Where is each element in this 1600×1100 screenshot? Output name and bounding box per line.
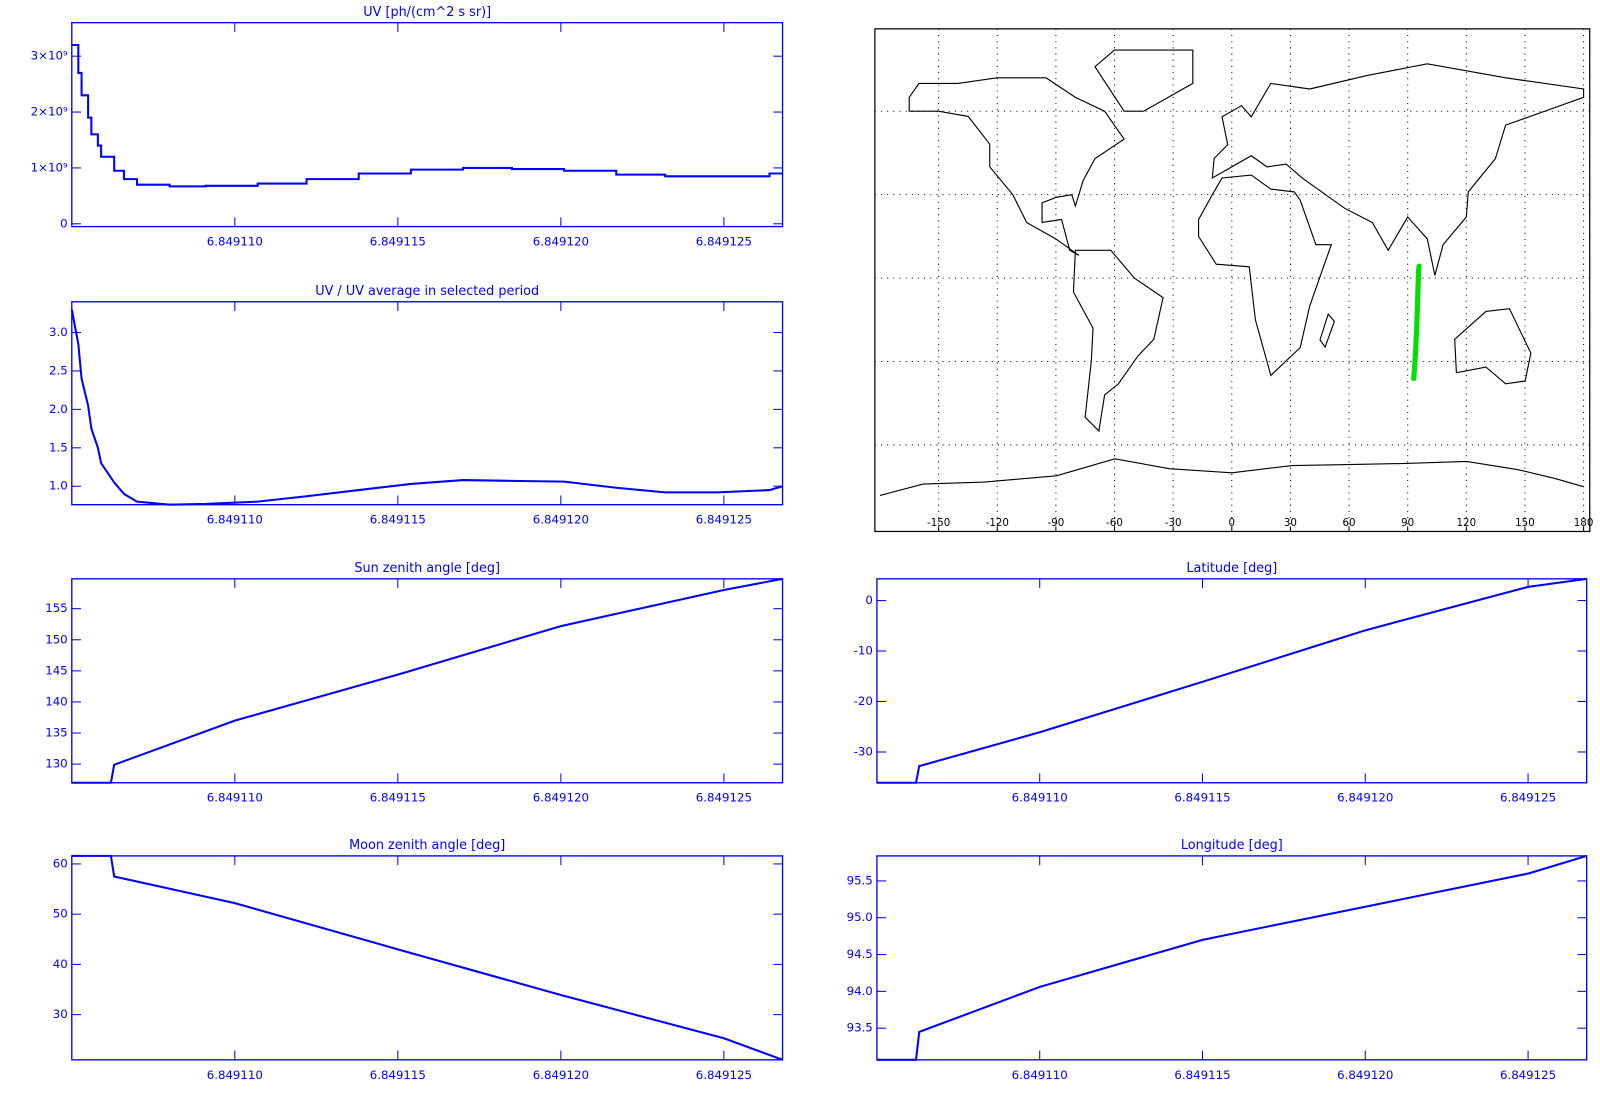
world-map: -150 -120 -90 -60 -30 0 30 60 90 120 150 180 [874,28,1594,533]
map-x-tick-label: 90 [1401,517,1414,529]
y-tick-label: 95.0 [847,910,873,924]
map-x-tick-label: -150 [927,517,950,529]
plot-frame [71,21,784,228]
y-tick-label: 140 [45,694,67,708]
panel-title: Longitude [deg] [1181,838,1283,853]
x-tick-label: 6.849120 [1337,791,1393,805]
y-tick-label: 2×10⁹ [31,105,68,119]
x-tick-label: 6.849120 [533,791,589,805]
y-tick-label: 155 [45,601,67,615]
x-tick-label: 6.849110 [1012,1068,1068,1082]
map-x-tick-label: 180 [1574,517,1594,529]
antarctica [879,458,1584,496]
x-tick-label: 6.849110 [207,235,263,249]
panel-title: UV [ph/(cm^2 s sr)] [363,5,491,20]
x-tick-label: 6.849110 [1012,791,1068,805]
line-panel: Latitude [deg] -30 -20 -10 0 6.849110 6.849115… [854,561,1588,805]
line-panel: Sun zenith angle [deg] 130 135 140 145 150 155… [45,561,784,805]
x-tick-label: 6.849110 [207,791,263,805]
australia [1454,308,1532,385]
x-tick-label: 6.849125 [1500,791,1556,805]
data-line [71,854,783,1061]
panel-title: Sun zenith angle [deg] [354,561,500,576]
x-tick-label: 6.849125 [696,513,752,527]
x-tick-label: 6.849110 [207,1068,263,1082]
data-line [876,854,1587,1061]
africa [1197,174,1333,377]
map-x-tick-label: 30 [1284,517,1297,529]
x-tick-label: 6.849110 [207,513,263,527]
y-tick-label: 93.5 [847,1021,873,1035]
map-x-tick-label: -60 [1106,517,1123,529]
y-tick-label: 3.0 [49,325,68,339]
y-tick-label: 95.5 [847,873,873,887]
y-tick-label: -10 [854,644,873,658]
map-x-tick-label: 120 [1457,517,1477,529]
north-america [908,77,1125,256]
y-tick-label: 150 [45,632,67,646]
panel-title: Latitude [deg] [1186,561,1277,576]
plot-frame [71,301,784,506]
eurasia [1211,63,1585,276]
y-tick-label: 0 [865,593,872,607]
map-x-tick-label: -90 [1048,517,1065,529]
panel-title: Moon zenith angle [deg] [349,838,505,853]
x-tick-label: 6.849115 [1174,1068,1230,1082]
x-tick-label: 6.849120 [533,235,589,249]
x-tick-label: 6.849115 [370,513,426,527]
data-line [876,577,1587,784]
data-line [71,43,783,188]
map-x-tick-label: 0 [1229,517,1236,529]
x-tick-label: 6.849115 [1174,791,1230,805]
south-america [1072,249,1164,433]
data-line [70,309,783,506]
y-tick-label: 3×10⁹ [31,49,68,63]
map-x-tick-label: 150 [1515,517,1535,529]
y-tick-label: -30 [854,744,873,758]
x-tick-label: 6.849120 [533,1068,589,1082]
x-tick-label: 6.849125 [696,791,752,805]
y-tick-label: 60 [53,856,68,870]
y-tick-label: 94.0 [847,984,873,998]
y-tick-label: 135 [45,726,67,740]
satellite-track [1411,263,1422,382]
map-x-tick-label: 60 [1343,517,1356,529]
x-tick-label: 6.849115 [370,1068,426,1082]
y-tick-label: 2.5 [49,363,68,377]
data-line [71,577,783,784]
plot-frame [876,578,1588,784]
y-tick-label: 2.0 [49,402,68,416]
plot-frame [71,855,784,1061]
x-tick-label: 6.849115 [370,235,426,249]
line-panel: UV [ph/(cm^2 s sr)] 0 1×10⁹ 2×10⁹ 3×10⁹ 6.849… [31,5,784,249]
x-tick-label: 6.849125 [696,235,752,249]
map-x-tick-label: -120 [986,517,1009,529]
y-tick-label: 1.5 [49,440,68,454]
madagascar [1319,312,1336,349]
greenland [1094,49,1194,112]
y-tick-label: 30 [53,1007,68,1021]
y-tick-label: 0 [60,216,67,230]
x-tick-label: 6.849125 [696,1068,752,1082]
y-tick-label: 40 [53,957,68,971]
x-tick-label: 6.849125 [1500,1068,1556,1082]
map-x-tick-label: -30 [1165,517,1182,529]
line-panel: Longitude [deg] 93.5 94.0 94.5 95.0 95.5 6.849… [847,838,1588,1082]
y-tick-label: 130 [45,757,67,771]
y-tick-label: 1.0 [49,479,68,493]
y-tick-label: 1×10⁹ [31,160,68,174]
y-tick-label: -20 [854,694,873,708]
plot-frame [876,855,1588,1061]
x-tick-label: 6.849115 [370,791,426,805]
y-tick-label: 145 [45,663,67,677]
plot-frame [71,578,784,784]
x-tick-label: 6.849120 [1337,1068,1393,1082]
y-tick-label: 50 [53,907,68,921]
x-tick-label: 6.849120 [533,513,589,527]
panel-title: UV / UV average in selected period [315,284,539,299]
line-panel: Moon zenith angle [deg] 30 40 50 60 6.849110 6… [53,838,784,1082]
y-tick-label: 94.5 [847,947,873,961]
line-panel: UV / UV average in selected period 1.0 1.5… [49,284,784,527]
